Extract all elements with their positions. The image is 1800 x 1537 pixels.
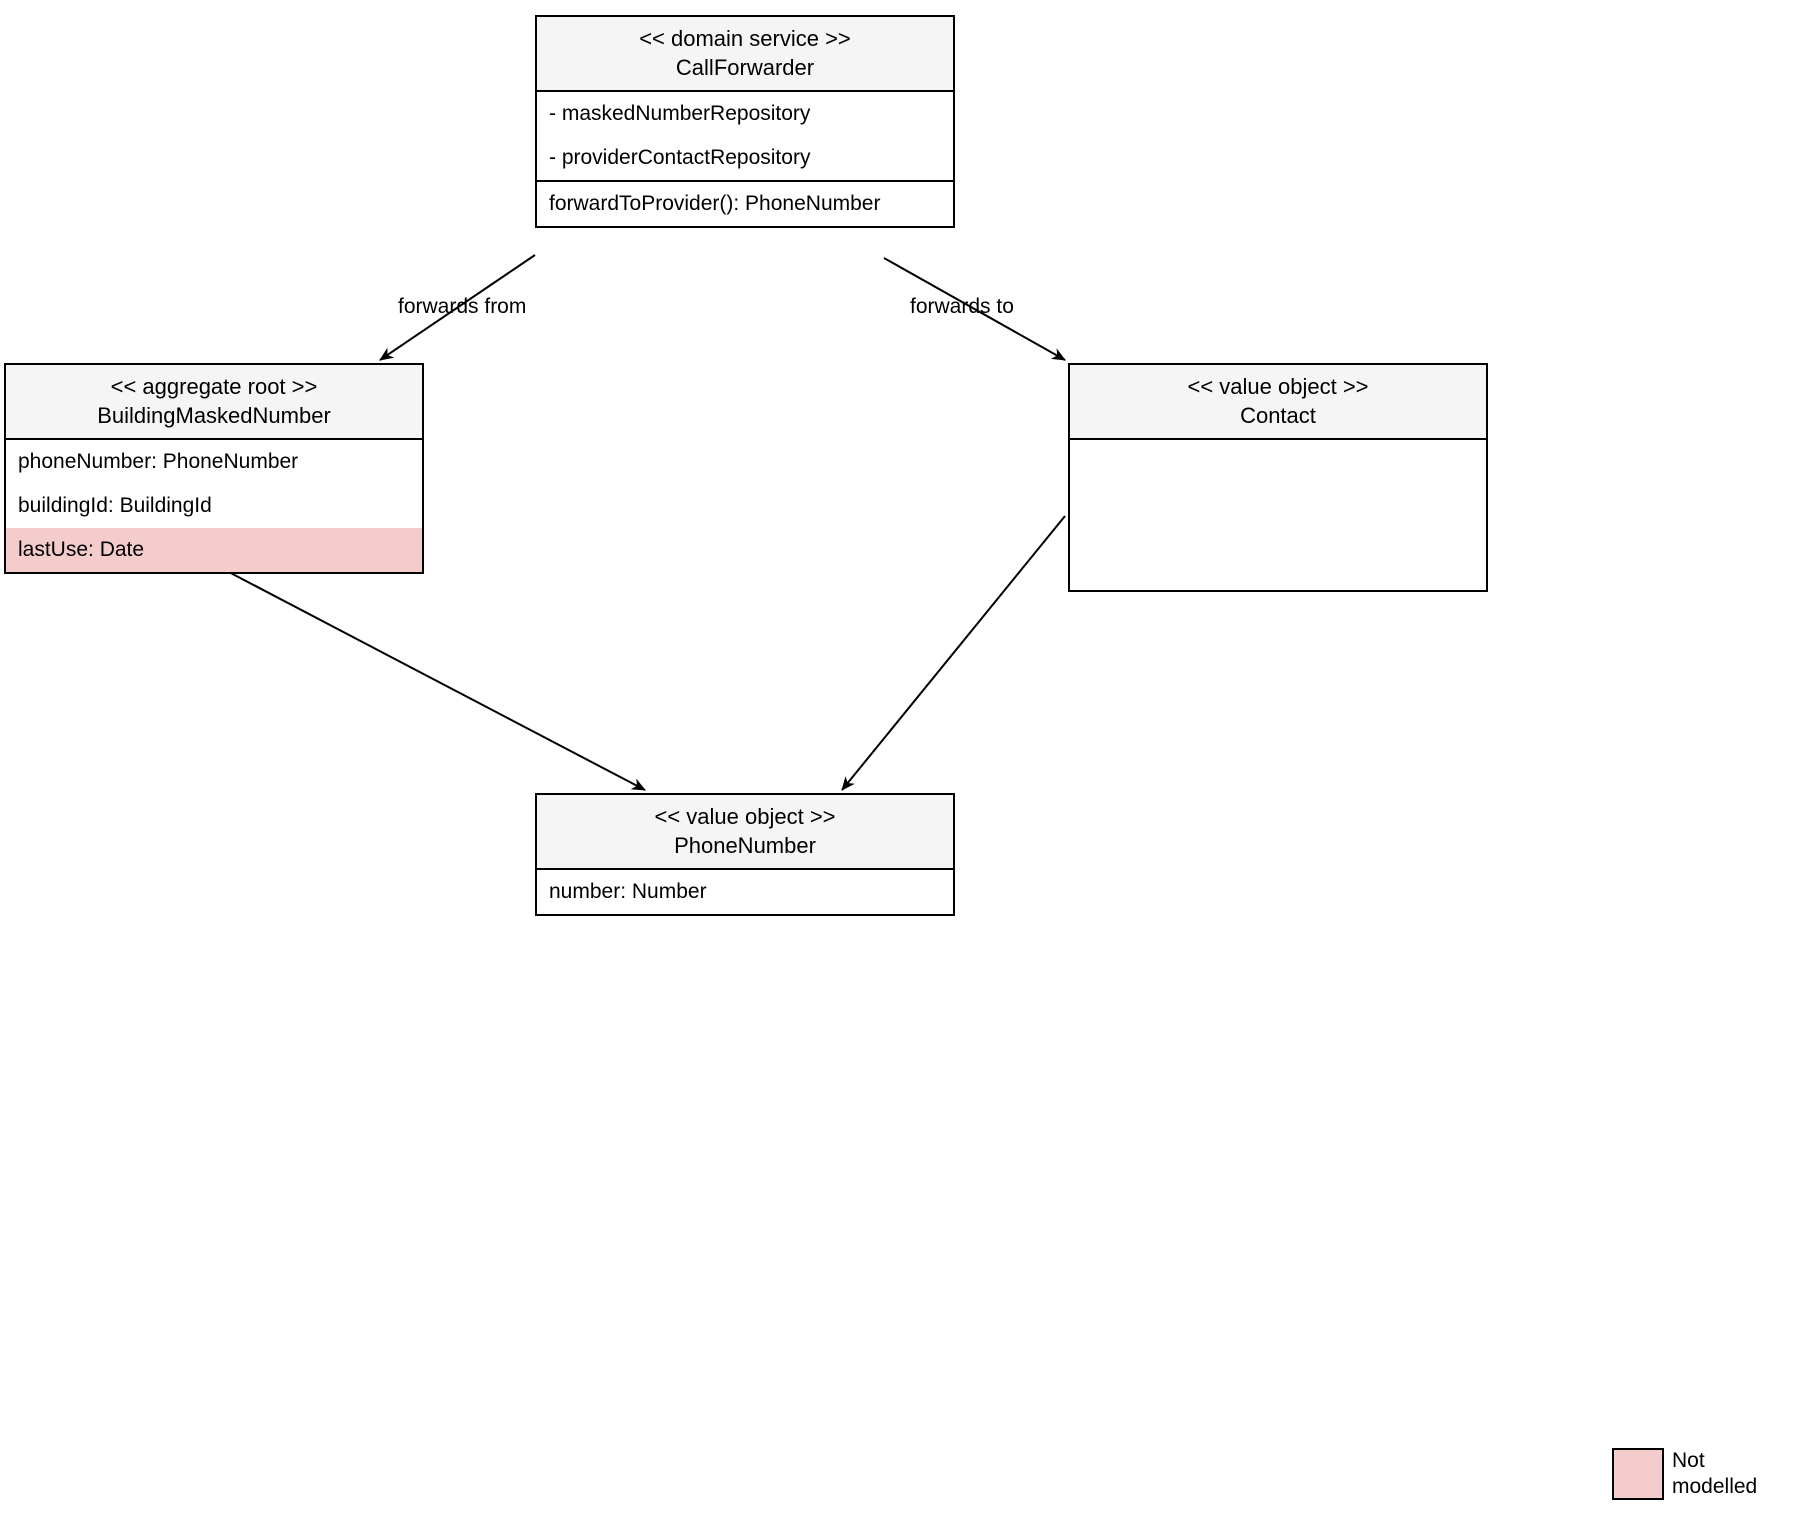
- attributes-section: phoneNumber: PhoneNumber buildingId: Bui…: [6, 440, 422, 572]
- edge-label-forwards-from: forwards from: [398, 295, 526, 319]
- node-header: << domain service >> CallForwarder: [537, 17, 953, 92]
- attribute-row: - providerContactRepository: [537, 136, 953, 180]
- attribute-row: - maskedNumberRepository: [537, 92, 953, 136]
- stereotype: << value object >>: [1080, 373, 1476, 402]
- node-contact: << value object >> Contact: [1068, 363, 1488, 592]
- stereotype: << value object >>: [547, 803, 943, 832]
- legend-swatch: [1612, 1448, 1664, 1500]
- attribute-row-highlight: lastUse: Date: [6, 528, 422, 572]
- node-building-masked-number: << aggregate root >> BuildingMaskedNumbe…: [4, 363, 424, 574]
- attribute-row: number: Number: [537, 870, 953, 914]
- attribute-row: phoneNumber: PhoneNumber: [6, 440, 422, 484]
- methods-section: forwardToProvider(): PhoneNumber: [537, 182, 953, 226]
- stereotype: << domain service >>: [547, 25, 943, 54]
- method-row: forwardToProvider(): PhoneNumber: [537, 182, 953, 226]
- node-header: << value object >> PhoneNumber: [537, 795, 953, 870]
- attribute-row: buildingId: BuildingId: [6, 484, 422, 528]
- class-name: BuildingMaskedNumber: [16, 402, 412, 431]
- node-header: << value object >> Contact: [1070, 365, 1486, 440]
- legend-line2: modelled: [1672, 1475, 1757, 1498]
- attributes-section: number: Number: [537, 870, 953, 914]
- stereotype: << aggregate root >>: [16, 373, 412, 402]
- edge-label-forwards-to: forwards to: [910, 295, 1014, 319]
- node-header: << aggregate root >> BuildingMaskedNumbe…: [6, 365, 422, 440]
- class-name: Contact: [1080, 402, 1476, 431]
- node-call-forwarder: << domain service >> CallForwarder - mas…: [535, 15, 955, 228]
- empty-row: [1070, 440, 1486, 460]
- legend-line1: Not: [1672, 1449, 1705, 1472]
- class-name: CallForwarder: [547, 54, 943, 83]
- edges-layer: [0, 0, 1800, 1537]
- legend-text: Not modelled: [1672, 1448, 1757, 1501]
- edge-bmn-phone: [225, 570, 645, 790]
- edge-contact-phone: [842, 516, 1065, 790]
- attributes-section: - maskedNumberRepository - providerConta…: [537, 92, 953, 182]
- empty-section: [1070, 440, 1486, 590]
- node-phone-number: << value object >> PhoneNumber number: N…: [535, 793, 955, 916]
- class-name: PhoneNumber: [547, 832, 943, 861]
